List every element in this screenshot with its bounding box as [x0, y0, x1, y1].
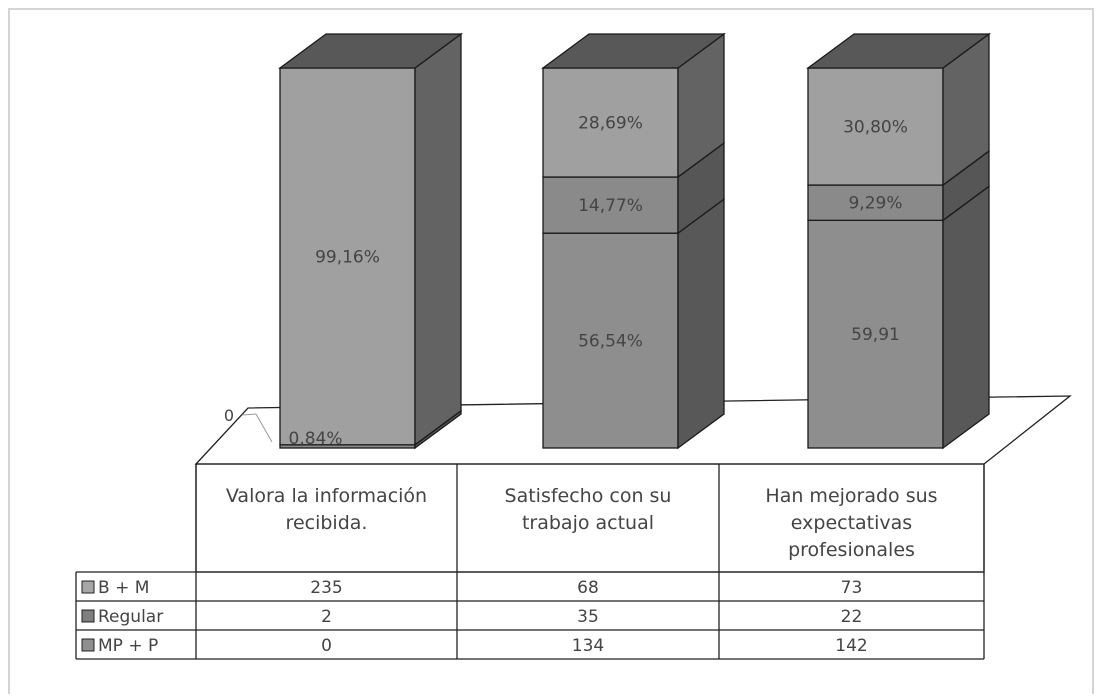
bar-front-2-0 [807, 67, 944, 186]
legend-label: Regular [98, 607, 163, 627]
data-label: 56,54% [578, 332, 643, 352]
chart-frame: 0 99,16% 0,84% 28,69% 14,77% 56,54% 30,80% 9,29… [8, 8, 1094, 694]
data-label: 59,91 [851, 325, 900, 345]
legend-swatch [81, 609, 95, 623]
legend-label: B + M [98, 578, 149, 598]
bar-front-1-0 [542, 67, 679, 178]
category-label: trabajo actual [522, 512, 654, 534]
table-cell: 22 [841, 607, 863, 627]
data-label: 30,80% [843, 118, 908, 138]
category-label: recibida. [286, 512, 368, 534]
table-cell: 134 [572, 636, 604, 656]
table-cell: 2 [321, 607, 332, 627]
legend-swatch [81, 638, 95, 652]
axis-tick-label: 0 [224, 406, 234, 425]
data-label: 99,16% [315, 247, 380, 267]
category-label: profesionales [788, 539, 915, 561]
table-cell: 142 [835, 636, 867, 656]
bar-front-1-2 [542, 232, 679, 449]
category-label: Valora la información [226, 485, 427, 507]
stacked-3d-bar-chart: 0 99,16% 0,84% 28,69% 14,77% 56,54% 30,80% 9,29… [75, 32, 1072, 660]
data-label: 0,84% [288, 429, 342, 449]
table-cell: 235 [310, 578, 342, 598]
bar-top-2 [806, 33, 991, 69]
legend-swatch [81, 580, 95, 594]
category-label: expectativas [791, 512, 912, 534]
table-cell: 68 [577, 578, 599, 598]
bar-side-0-0 [414, 32, 462, 447]
bar-front-0-0 [279, 67, 416, 446]
bar-side-2-2 [942, 185, 990, 450]
table-cell: 35 [577, 607, 599, 627]
bar-front-2-2 [807, 219, 944, 449]
data-label: 14,77% [578, 196, 643, 216]
data-label: 9,29% [848, 194, 902, 214]
bar-side-1-2 [677, 197, 725, 450]
data-label: 28,69% [578, 114, 643, 134]
legend-label: MP + P [98, 636, 158, 656]
table-cell: 0 [321, 636, 332, 656]
category-label: Han mejorado sus [765, 485, 937, 507]
axis-base-line [255, 413, 273, 443]
bar-top-0 [278, 33, 463, 69]
table-cell: 73 [841, 578, 863, 598]
bar-front-2-1 [807, 184, 944, 221]
axis-tick-mark [241, 413, 257, 416]
bar-top-1 [541, 33, 726, 69]
category-label: Satisfecho con su [505, 485, 672, 507]
